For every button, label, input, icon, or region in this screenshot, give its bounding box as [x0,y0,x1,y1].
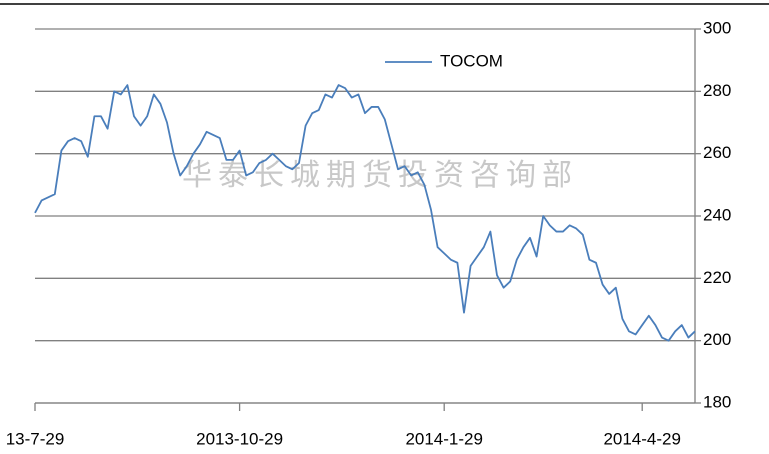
y-tick-label: 240 [703,205,731,224]
y-tick-label: 280 [703,81,731,100]
y-tick-label: 300 [703,18,731,37]
x-tick-label: 2014-4-29 [603,429,681,448]
y-tick-label: 260 [703,143,731,162]
y-tick-label: 180 [703,392,731,411]
y-tick-label: 200 [703,330,731,349]
x-tick-label: 13-7-29 [6,429,65,448]
y-tick-label: 220 [703,268,731,287]
watermark: 华泰长城期货投资咨询部 [182,158,578,193]
x-tick-label: 2013-10-29 [196,429,283,448]
series-line [34,84,696,342]
x-tick-label: 2014-1-29 [405,429,483,448]
legend-label: TOCOM [440,51,503,70]
